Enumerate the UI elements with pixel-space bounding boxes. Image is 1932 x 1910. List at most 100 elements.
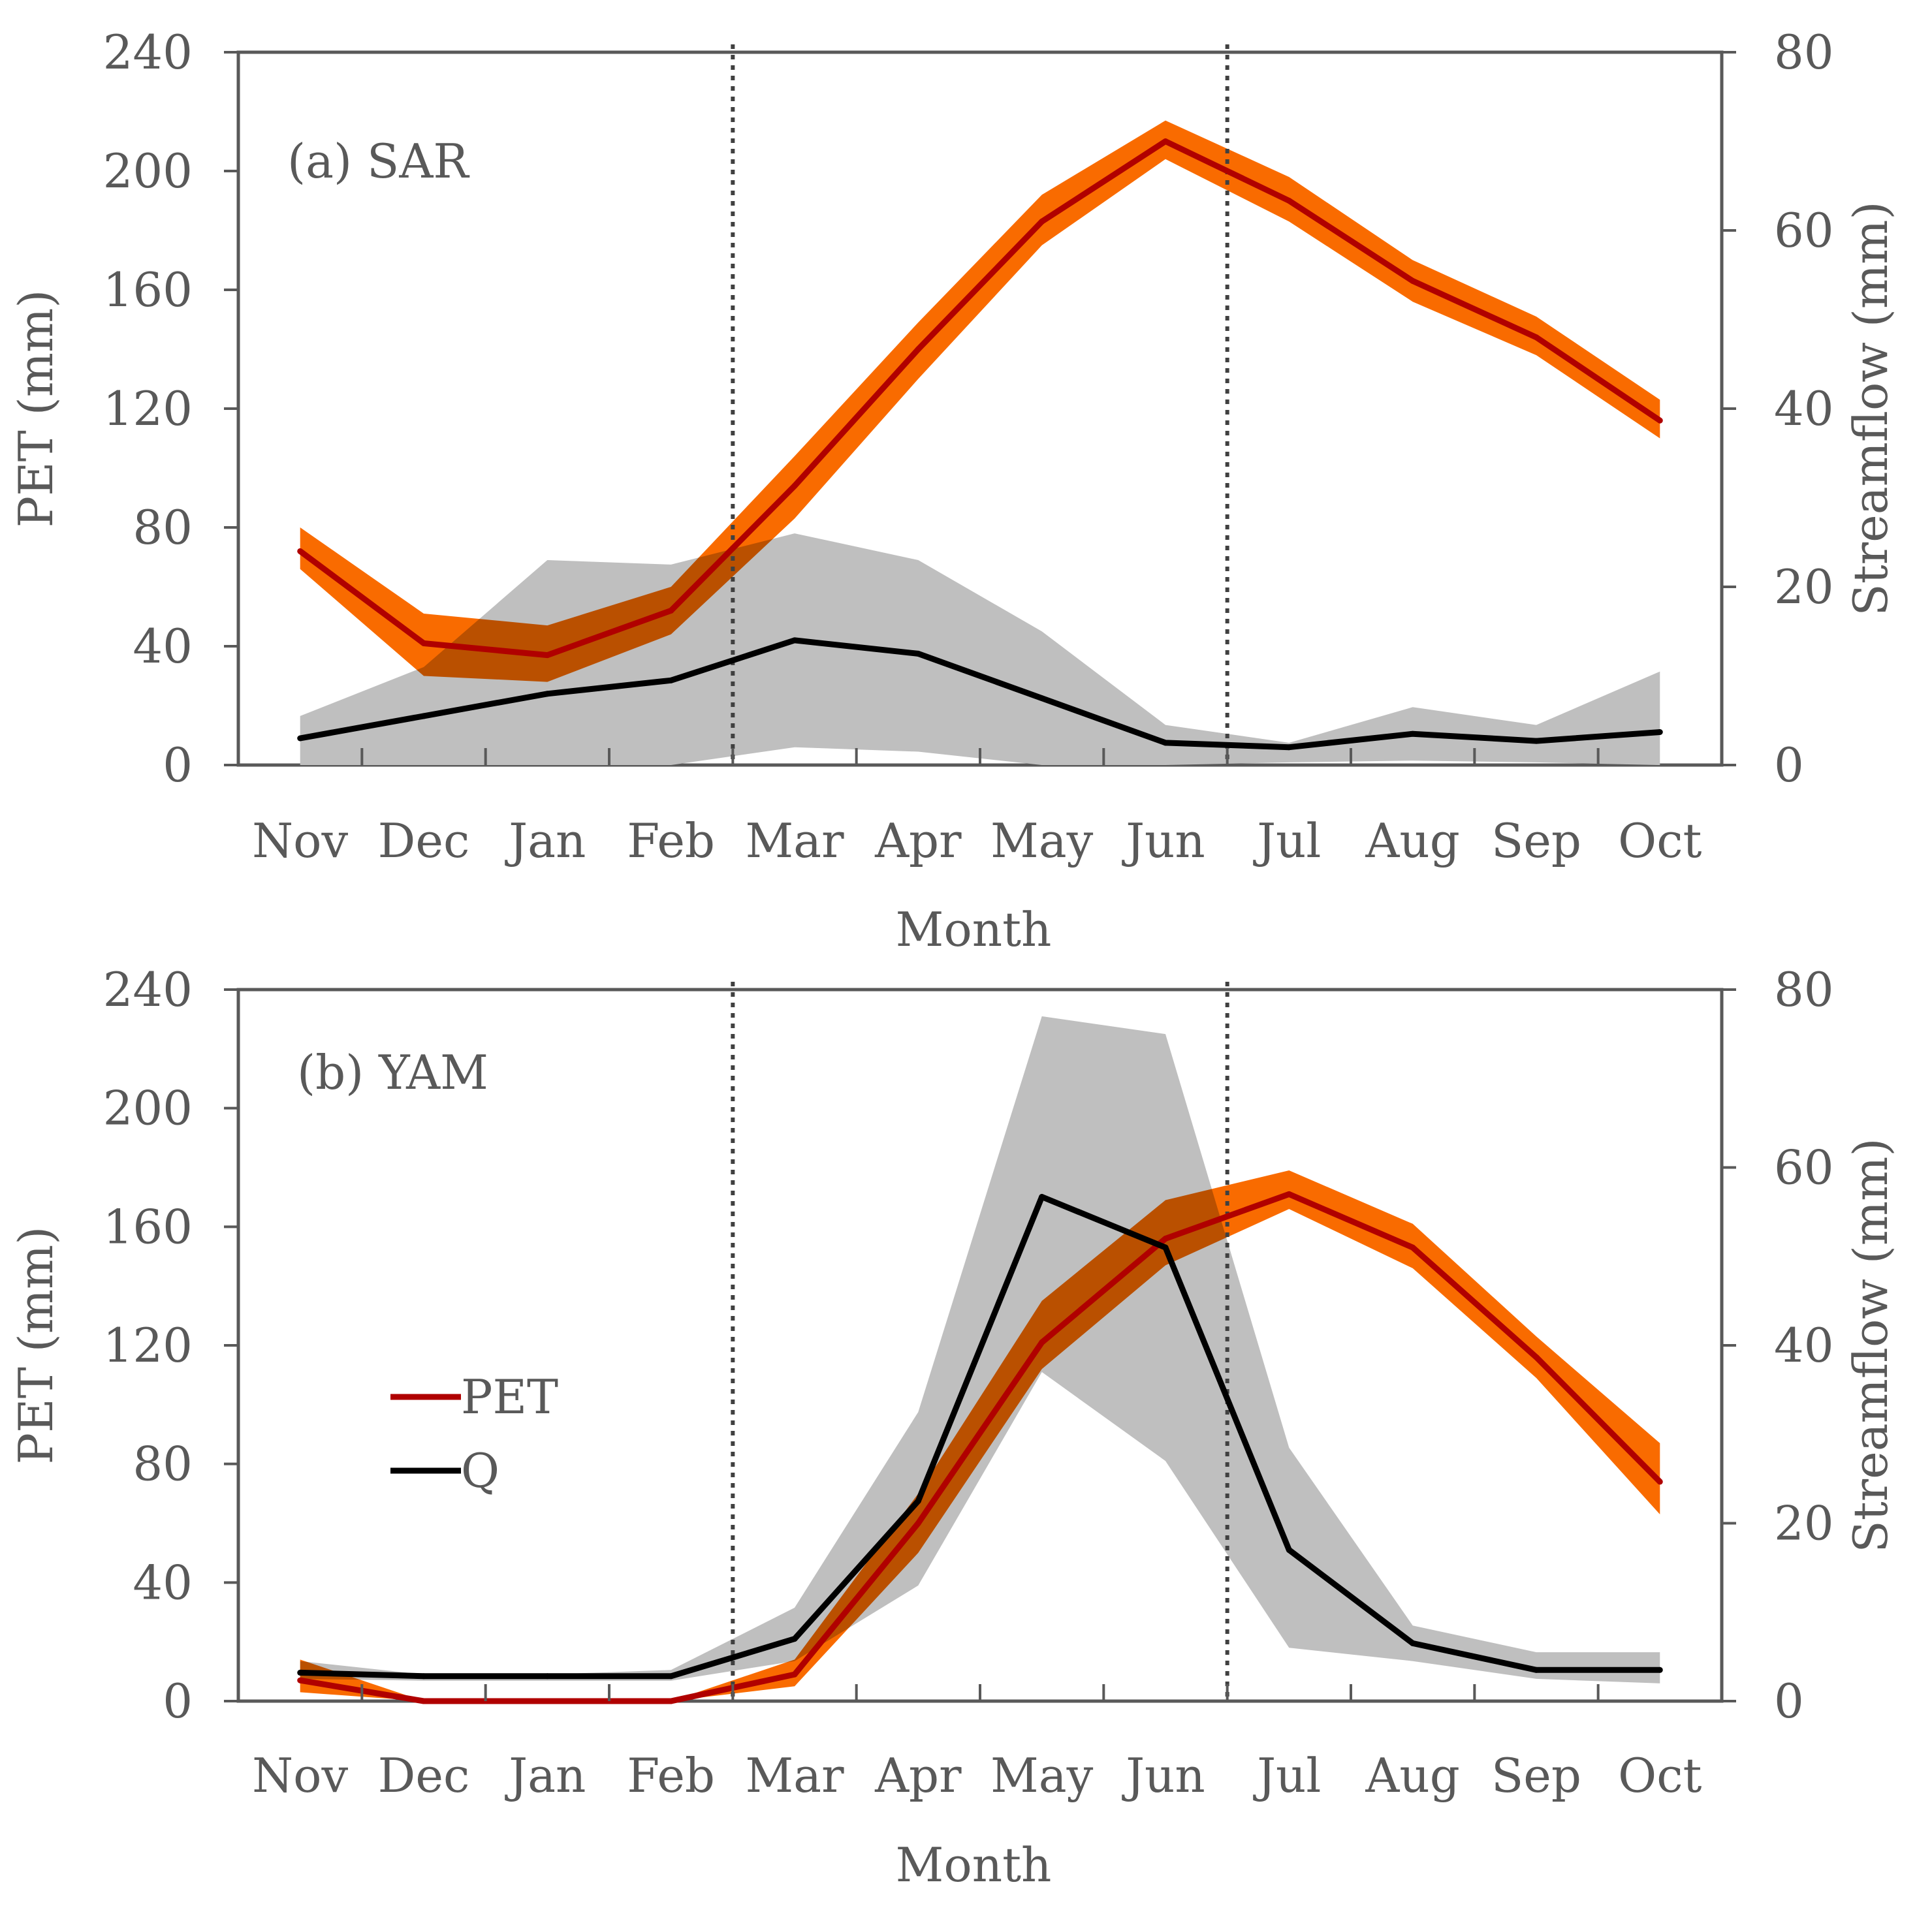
x-tick-label: Dec: [378, 1748, 470, 1803]
y2-tick-label: 60: [1774, 1140, 1834, 1195]
q-point: [1533, 1667, 1540, 1673]
q-line: [299, 637, 1660, 751]
y2-tick-label: 40: [1774, 381, 1834, 436]
pet-point: [1039, 1339, 1045, 1345]
y2-tick-label: 0: [1774, 1674, 1804, 1729]
y-tick-label: 80: [133, 500, 193, 555]
pet-point: [297, 1677, 304, 1683]
pet-point: [1533, 1354, 1540, 1360]
pet-point: [668, 607, 674, 614]
pet-point: [915, 1520, 921, 1526]
x-tick-label: Dec: [378, 813, 470, 868]
q-point: [1039, 1194, 1045, 1200]
x-tick-label: Sep: [1491, 813, 1581, 868]
y-tick-label: 160: [103, 262, 193, 317]
legend-label-pet: PET: [461, 1370, 558, 1424]
q-point: [915, 1497, 921, 1504]
x-tick-label: Oct: [1618, 813, 1702, 868]
pet-point: [1286, 198, 1292, 204]
pet-point: [915, 346, 921, 352]
pet-line: [299, 1191, 1662, 1704]
q-point: [1410, 1640, 1416, 1646]
x-axis-label: Month: [896, 1838, 1052, 1892]
q-point: [791, 637, 798, 644]
y2-axis-label: Streamflow (mm): [1843, 201, 1898, 616]
y-axis-label: PET (mm): [8, 290, 63, 528]
q-point: [1162, 1244, 1169, 1251]
q-point: [1286, 1546, 1292, 1553]
q-point: [1039, 695, 1045, 702]
x-tick-label: May: [990, 1748, 1094, 1803]
panel-title: (a) SAR: [287, 134, 469, 189]
y-tick-label: 200: [103, 144, 193, 198]
x-tick-label: Apr: [874, 1748, 962, 1803]
y-tick-label: 240: [103, 962, 193, 1017]
y-tick-label: 80: [133, 1437, 193, 1492]
q-point: [668, 677, 674, 683]
y2-axis-label: Streamflow (mm): [1843, 1138, 1898, 1552]
x-tick-label: Feb: [627, 813, 715, 868]
q-point: [791, 1636, 798, 1642]
pet-point: [1410, 277, 1416, 284]
pet-point: [544, 652, 550, 659]
pet-point: [791, 482, 798, 489]
pet-point: [1410, 1244, 1416, 1251]
x-tick-label: Jul: [1252, 1748, 1321, 1803]
q-point: [1533, 738, 1540, 744]
q-point: [1656, 1667, 1663, 1673]
x-tick-label: Nov: [252, 813, 348, 868]
x-tick-label: Aug: [1365, 813, 1459, 868]
q-point: [1162, 740, 1169, 746]
x-axis-label: Month: [896, 902, 1052, 957]
legend-label-q: Q: [461, 1443, 499, 1498]
x-tick-label: Feb: [627, 1748, 715, 1803]
x-tick-label: May: [990, 813, 1094, 868]
y-tick-label: 40: [133, 1555, 193, 1610]
y2-tick-label: 20: [1774, 559, 1834, 614]
q-point: [1410, 730, 1416, 737]
y2-tick-label: 60: [1774, 203, 1834, 258]
q-range-band: [300, 533, 1660, 765]
q-point: [297, 735, 304, 742]
y-tick-label: 240: [103, 25, 193, 80]
y2-tick-label: 80: [1774, 962, 1834, 1017]
y2-tick-label: 80: [1774, 25, 1834, 80]
q-point: [297, 1669, 304, 1676]
pet-point: [1286, 1191, 1292, 1197]
x-tick-label: Apr: [874, 813, 962, 868]
pet-point: [1656, 417, 1663, 424]
y-tick-label: 0: [163, 1674, 193, 1729]
y2-tick-label: 0: [1774, 738, 1804, 792]
pet-point: [1162, 138, 1169, 144]
pet-point: [420, 1698, 427, 1704]
pet-range-band: [300, 120, 1660, 682]
x-tick-label: Mar: [745, 1748, 844, 1803]
pet-point: [1533, 334, 1540, 341]
panel-title: (b) YAM: [297, 1045, 488, 1100]
pet-point: [1162, 1236, 1169, 1242]
q-point: [420, 713, 427, 719]
y2-tick-label: 40: [1774, 1318, 1834, 1373]
y-tick-label: 40: [133, 619, 193, 674]
x-tick-label: Sep: [1491, 1748, 1581, 1803]
y2-tick-label: 20: [1774, 1496, 1834, 1551]
q-point: [668, 1673, 674, 1680]
y-tick-label: 120: [103, 1318, 193, 1373]
q-point: [1286, 744, 1292, 751]
y-tick-label: 0: [163, 738, 193, 792]
y-tick-label: 200: [103, 1081, 193, 1136]
q-point: [544, 691, 550, 697]
pet-point: [1656, 1479, 1663, 1485]
q-point: [420, 1673, 427, 1680]
x-tick-label: Jun: [1121, 813, 1205, 868]
q-point: [544, 1673, 550, 1680]
x-tick-label: Mar: [745, 813, 844, 868]
pet-line: [298, 138, 1662, 659]
y-tick-label: 120: [103, 381, 193, 436]
pet-point: [668, 1698, 674, 1704]
q-point: [915, 650, 921, 657]
y-tick-label: 160: [103, 1199, 193, 1254]
pet-point: [544, 1698, 550, 1704]
x-tick-label: Jan: [504, 1748, 586, 1803]
